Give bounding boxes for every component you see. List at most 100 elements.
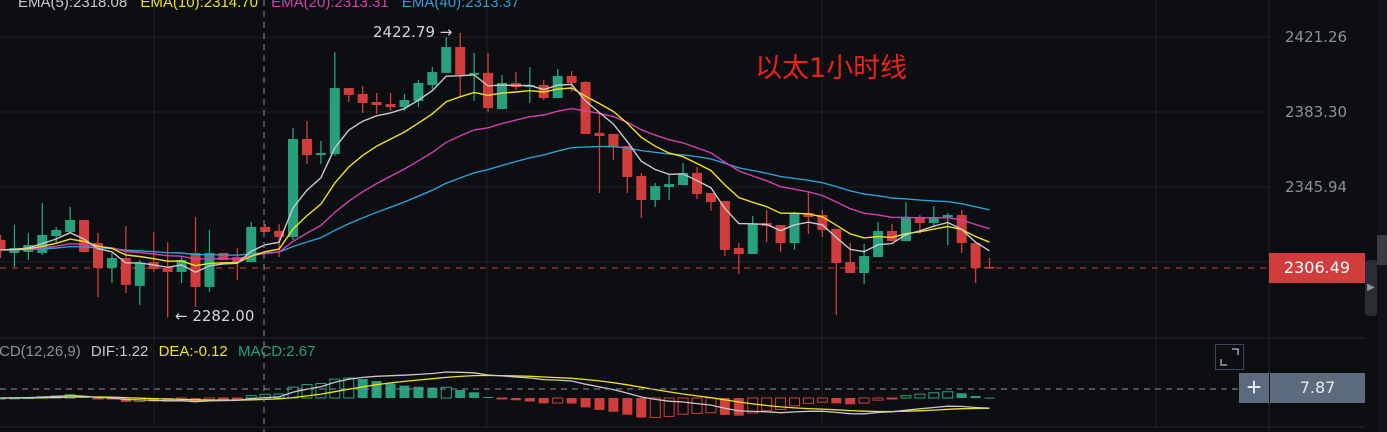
macd-bar [789, 397, 801, 407]
macd-bar [162, 398, 173, 402]
ema20-line [0, 107, 990, 260]
macd-bar [566, 398, 577, 404]
macd-bar [942, 391, 954, 399]
macd-bar [984, 397, 995, 399]
macd-bar [677, 397, 689, 415]
macd-bar [733, 398, 744, 416]
ema5-line [0, 74, 990, 273]
macd-bar [552, 397, 564, 404]
candle-up [664, 184, 675, 188]
macd-bar [719, 398, 730, 415]
candle-down [733, 247, 744, 254]
candle-down [0, 240, 6, 250]
dea-value: DEA:-0.12 [158, 343, 228, 360]
macd-bar [580, 398, 591, 408]
macd-bar [858, 397, 870, 404]
candle-down [483, 72, 494, 109]
price-tick: 2383.30 [1285, 103, 1348, 121]
candle-up [134, 263, 145, 286]
candle-down [636, 175, 647, 201]
macd-bar [663, 397, 675, 417]
candle-down [190, 252, 201, 287]
candle-down [566, 75, 577, 84]
candle-up [106, 258, 117, 268]
candle-up [678, 172, 689, 186]
candle-up [329, 88, 340, 154]
candle-down [301, 138, 312, 155]
macd-bar [802, 397, 814, 404]
candle-up [441, 47, 452, 73]
macd-bar [649, 397, 661, 418]
macd-bar [956, 393, 967, 398]
maximize-pane-icon[interactable] [1215, 344, 1244, 370]
crosshair [0, 0, 1239, 432]
candle-down [803, 212, 814, 218]
candle-down [719, 201, 730, 250]
candle-up [399, 99, 410, 108]
macd-bar [900, 395, 912, 399]
candle-down [357, 93, 368, 104]
candle-down [608, 133, 619, 148]
macd-bar [845, 398, 856, 405]
macd-pane [0, 371, 995, 418]
macd-bar [329, 378, 341, 399]
candle-down [371, 102, 382, 106]
candle-down [385, 104, 396, 108]
macd-bar [357, 379, 368, 398]
candle-down [455, 47, 466, 75]
candles [0, 32, 995, 318]
macd-bar [761, 397, 773, 412]
macd-bar [273, 393, 285, 399]
high-marker: 2422.79 → [373, 23, 453, 41]
candle-down [580, 81, 591, 134]
macd-bar [245, 395, 257, 399]
ema10-line [0, 87, 990, 267]
macd-bar [399, 385, 410, 398]
price-tick: 2345.94 [1285, 178, 1348, 196]
ema5-value: EMA(5):2318.08 [18, 0, 128, 11]
macd-name: CD(12,26,9) [0, 343, 81, 360]
macd-bar [315, 382, 327, 399]
candle-up [413, 83, 424, 101]
dif-line [0, 371, 990, 415]
candle-up [859, 256, 870, 273]
scrollbar-thumb[interactable] [1377, 235, 1387, 265]
add-button[interactable]: + [1239, 373, 1269, 403]
candle-up [496, 83, 507, 110]
scrollbar-track[interactable] [1377, 0, 1387, 432]
macd-bar [970, 395, 981, 398]
ema40-line [0, 145, 990, 256]
candle-up [873, 230, 884, 258]
macd-bar [231, 397, 243, 400]
candle-down [845, 262, 856, 273]
candle-up [288, 138, 299, 238]
candle-up [552, 75, 563, 98]
candle-down [622, 146, 633, 177]
macd-bar [928, 392, 940, 399]
candle-up [747, 224, 758, 254]
candle-down [705, 192, 716, 203]
candle-down [93, 243, 104, 268]
ema20-value: EMA(20):2313.31 [271, 0, 389, 11]
macd-bar [483, 396, 494, 398]
macd-bar [455, 389, 466, 398]
candle-up [900, 217, 911, 242]
candle-up [65, 220, 76, 232]
macd-bar [594, 398, 605, 410]
candle-up [51, 229, 62, 236]
candle-down [120, 258, 131, 285]
candle-down [692, 172, 702, 194]
macd-bar [538, 398, 549, 404]
candle-down [260, 226, 271, 232]
candle-up [427, 72, 438, 86]
macd-bar [747, 397, 759, 414]
last-price-tag: 2306.49 [1269, 253, 1365, 283]
macd-bar [775, 397, 787, 410]
candle-down [914, 217, 925, 224]
macd-bar [427, 387, 438, 398]
expand-panel-arrow-icon[interactable]: ▶ [1365, 260, 1377, 316]
candle-up [469, 72, 480, 75]
candle-up [204, 252, 215, 287]
